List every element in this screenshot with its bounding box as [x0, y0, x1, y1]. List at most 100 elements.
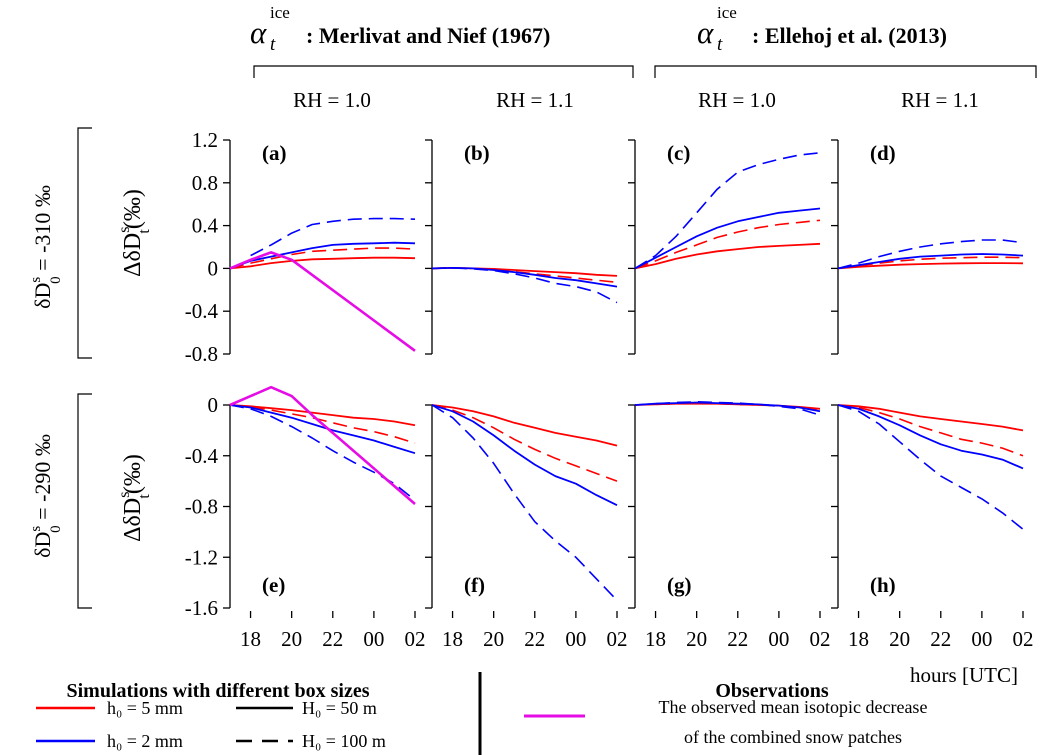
row-bracket-bottom	[77, 393, 92, 609]
y-tick-label: 0.4	[192, 214, 219, 238]
ylabel-sub: t	[136, 229, 153, 234]
series-line-b2_100	[837, 404, 1024, 530]
panel-label: (h)	[870, 573, 896, 597]
x-tick-label: 20	[483, 627, 504, 651]
x-tick-label: 22	[524, 627, 545, 651]
alpha-superscript: ice	[717, 3, 737, 22]
ylabel-sup: s	[116, 227, 133, 233]
legend-obs-line2: of the combined snow patches	[684, 727, 902, 747]
panel-c: (c)	[628, 139, 821, 355]
series-line-b2_100	[250, 217, 416, 257]
series-line-obs	[229, 251, 416, 352]
series-line-b2_50	[837, 404, 1024, 470]
alpha-subscript: t	[717, 34, 723, 55]
series-line-r5_50	[837, 404, 1024, 432]
y-tick-label: -1.2	[185, 545, 218, 569]
column-header: RH = 1.0	[698, 88, 776, 112]
row-label-prefix: δD	[30, 283, 55, 309]
row-label-sub: 0	[48, 276, 64, 284]
group-title: : Merlivat and Nief (1967)	[306, 23, 550, 48]
group-title: : Ellehoj et al. (2013)	[752, 23, 947, 48]
ylabel-sup: s	[116, 492, 133, 498]
series-line-obs	[229, 385, 416, 505]
column-header: RH = 1.1	[496, 88, 574, 112]
panel-label: (f)	[464, 573, 485, 597]
series-line-b2_100	[431, 267, 618, 304]
y-tick-label: 0	[208, 393, 219, 417]
series-line-b2_50	[837, 253, 1024, 270]
legend-label: h₀ = 2 mm	[107, 731, 183, 751]
legend-simulations: Simulations with different box sizes h₀ …	[36, 680, 386, 751]
alpha-symbol: α	[697, 15, 714, 50]
y-axis-label-bottom: ΔδDs t(‰)	[116, 454, 153, 542]
group-bracket-merlivat	[253, 65, 634, 78]
x-tick-label: 22	[930, 627, 951, 651]
x-tick-label: 22	[322, 627, 343, 651]
x-tick-label: 02	[810, 627, 831, 651]
panel-a: -0.8 -0.4 0 0.4 0.8 1.2 (a)	[185, 128, 416, 366]
series-line-b2_50	[431, 404, 618, 507]
row-label-top: δDs 0 = -310 ‰	[28, 185, 64, 309]
x-tick-label: 00	[971, 627, 992, 651]
x-tick-label: 20	[281, 627, 302, 651]
y-axis-label-top: ΔδDs t(‰)	[116, 189, 153, 277]
series-line-r5_100	[431, 404, 618, 482]
legend-label: h₀ = 5 mm	[107, 698, 183, 718]
alpha-symbol: α	[250, 15, 267, 50]
y-tick-label: -0.8	[185, 342, 218, 366]
row-label-prefix: δD	[30, 532, 55, 558]
x-tick-label: 22	[727, 627, 748, 651]
group-bracket-ellehoj	[654, 65, 1037, 78]
y-tick-label: -0.4	[185, 444, 219, 468]
x-tick-label: 20	[686, 627, 707, 651]
panel-h: 18 20 22 00 02 (h)	[831, 404, 1034, 651]
panel-label: (d)	[870, 141, 896, 165]
panel-f: 18 20 22 00 02 (f)	[425, 404, 628, 651]
series-line-b2_50	[229, 241, 416, 270]
series-line-r5_50	[229, 404, 416, 427]
row-label-bottom: δDs 0 = -290 ‰	[28, 434, 64, 558]
legend-sim-title: Simulations with different box sizes	[67, 680, 370, 702]
series-line-b2_50	[634, 207, 821, 270]
alpha-subscript: t	[270, 34, 276, 55]
y-tick-label: 1.2	[192, 128, 218, 152]
alpha-superscript: ice	[270, 3, 290, 22]
series-line-r5_50	[229, 256, 416, 270]
panel-d: (d)	[831, 139, 1024, 355]
y-tick-label: -0.4	[185, 299, 219, 323]
row-label-sup: s	[28, 526, 44, 532]
x-tick-label: 00	[363, 627, 384, 651]
series-line-r5_100	[229, 404, 416, 444]
panel-b: (b)	[425, 139, 618, 355]
series-line-r5_100	[634, 219, 821, 270]
row-bracket-top	[77, 127, 92, 359]
group-header-merlivat: α t ice : Merlivat and Nief (1967)	[250, 3, 550, 55]
series-line-r5_50	[837, 262, 1024, 270]
x-tick-label: 18	[645, 627, 666, 651]
series-line-b2_100	[634, 401, 821, 416]
panel-label: (a)	[262, 141, 287, 165]
row-label-value: = -310 ‰	[30, 185, 55, 276]
series-line-r5_50	[431, 404, 618, 447]
row-label-sub: 0	[48, 525, 64, 533]
legend-label: H₀ = 100 m	[302, 731, 386, 751]
series-line-b2_100	[634, 152, 821, 270]
ylabel-sub: t	[136, 494, 153, 499]
ylabel-unit: (‰)	[120, 454, 146, 494]
y-tick-label: 0	[208, 256, 219, 280]
y-tick-label: -1.6	[185, 596, 218, 620]
column-header: RH = 1.1	[901, 88, 979, 112]
ylabel-prefix: ΔδD	[120, 233, 146, 277]
x-tick-label: 02	[607, 627, 628, 651]
x-tick-label: 20	[889, 627, 910, 651]
y-tick-label: 0.8	[192, 171, 218, 195]
legend-label: H₀ = 50 m	[302, 698, 377, 718]
x-tick-label: 18	[442, 627, 463, 651]
x-tick-label: 18	[848, 627, 869, 651]
legend-obs-line1: The observed mean isotopic decrease	[659, 697, 928, 717]
y-tick-label: -0.8	[185, 495, 218, 519]
x-tick-label: 02	[405, 627, 426, 651]
